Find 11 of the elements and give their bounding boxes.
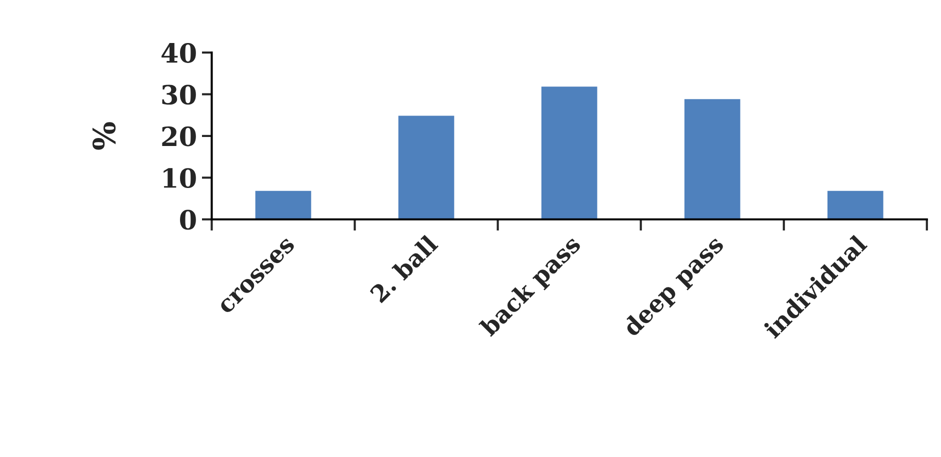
y-tick-label: 20 (162, 126, 196, 146)
bar (540, 85, 599, 220)
y-tick-label: 30 (162, 84, 196, 105)
y-tick-label: 10 (164, 168, 196, 188)
bar (826, 189, 885, 220)
y-axis-title: % (92, 122, 116, 150)
y-tick-label: 0 (180, 210, 196, 230)
y-tick-label: 40 (162, 42, 196, 63)
bar (396, 114, 456, 220)
bar (254, 189, 313, 220)
bar (683, 98, 742, 220)
